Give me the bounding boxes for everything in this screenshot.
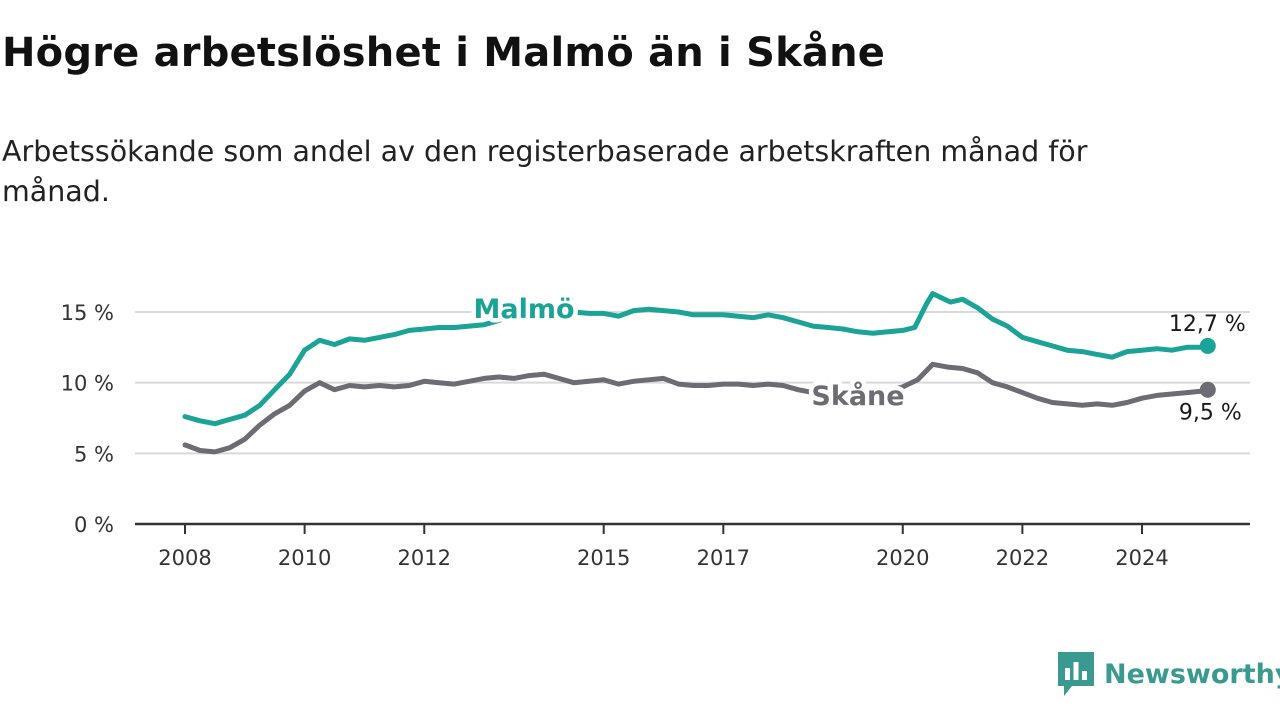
gridlines <box>135 311 1250 526</box>
x-tick-label: 2024 <box>1115 546 1168 570</box>
end-value-label-malmo: 12,7 % <box>1169 312 1246 337</box>
x-tick-label: 2020 <box>876 546 929 570</box>
chart-subtitle: Arbetssökande som andel av den registerb… <box>2 135 1088 208</box>
x-axis-ticks: 2008 2010 2012 2015 2017 2020 2022 2024 <box>158 524 1169 570</box>
y-tick-label: 15 % <box>61 301 114 325</box>
x-tick-label: 2015 <box>577 546 630 570</box>
series-end-point-skane <box>1199 381 1216 398</box>
end-value-label-skane: 9,5 % <box>1179 401 1242 426</box>
series-lines: 12,7 % Malmö 9,5 % Skåne <box>182 290 1246 455</box>
y-tick-label: 0 % <box>74 513 114 537</box>
series-end-point-malmo <box>1199 337 1216 354</box>
y-tick-label: 5 % <box>74 442 114 466</box>
y-tick-label: 10 % <box>61 372 114 396</box>
brand-logo: Newsworthy <box>1058 652 1280 696</box>
x-tick-label: 2008 <box>158 546 211 570</box>
y-axis-ticks: 0 % 5 % 10 % 15 % <box>61 301 114 537</box>
series-line-skane <box>182 361 1211 455</box>
series-line-malmo <box>182 291 1211 427</box>
x-tick-label: 2010 <box>278 546 331 570</box>
brand-name: Newsworthy <box>1104 658 1280 690</box>
x-tick-label: 2012 <box>398 546 451 570</box>
series-label-malmo: Malmö <box>473 294 574 325</box>
newsworthy-logo-icon <box>1058 652 1094 696</box>
x-tick-label: 2017 <box>697 546 750 570</box>
chart-title: Högre arbetslöshet i Malmö än i Skåne <box>2 30 886 76</box>
series-label-skane: Skåne <box>811 380 904 412</box>
x-tick-label: 2022 <box>996 546 1049 570</box>
